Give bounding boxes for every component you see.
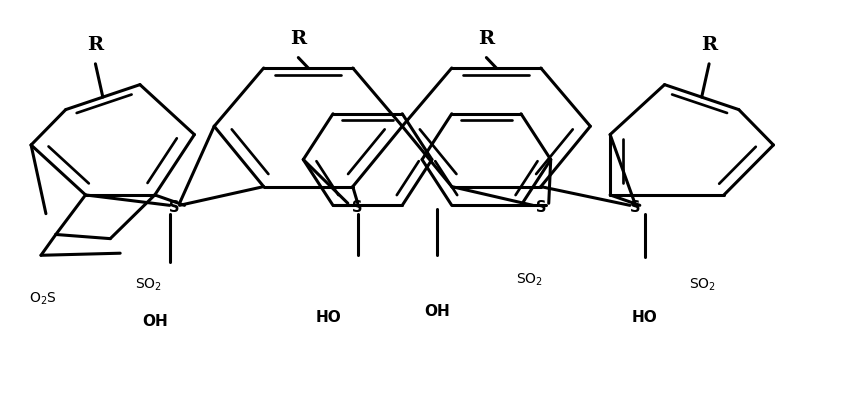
Text: S: S [629,200,640,215]
Text: R: R [290,30,306,48]
Text: S: S [535,200,545,215]
Text: HO: HO [631,310,657,325]
Text: $\mathrm{SO_2}$: $\mathrm{SO_2}$ [135,276,162,292]
Text: R: R [700,36,717,54]
Text: OH: OH [424,304,450,319]
Text: HO: HO [315,310,340,325]
Text: $\mathrm{SO_2}$: $\mathrm{SO_2}$ [688,276,716,292]
Text: OH: OH [142,314,167,329]
Text: R: R [87,36,103,54]
Text: $\mathrm{SO_2}$: $\mathrm{SO_2}$ [515,272,543,288]
Text: R: R [478,30,494,48]
Text: S: S [352,200,363,215]
Text: $\mathrm{O_2S}$: $\mathrm{O_2S}$ [29,291,56,307]
Text: S: S [169,200,180,215]
